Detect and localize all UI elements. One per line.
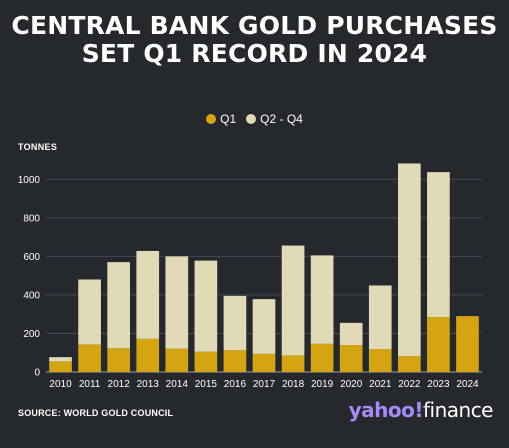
bar-q2q4-2014 [165, 256, 189, 349]
x-tick-label-2018: 2018 [282, 379, 305, 390]
bar-q2q4-2015 [194, 260, 218, 352]
bar-q2q4-2016 [223, 295, 247, 351]
bar-q1-2024 [456, 316, 479, 372]
y-tick-label-1000: 1000 [18, 175, 41, 186]
bar-q1-2017 [252, 353, 276, 372]
legend-label-q2q4: Q2 - Q4 [260, 112, 303, 126]
x-tick-label-2012: 2012 [108, 379, 131, 390]
legend-swatch-q1 [206, 114, 217, 124]
x-tick-label-2021: 2021 [369, 379, 392, 390]
y-tick-label-400: 400 [23, 290, 40, 301]
legend-label-q1: Q1 [220, 112, 237, 126]
x-tick-label-2016: 2016 [224, 379, 247, 390]
legend: Q1 Q2 - Q4 [0, 112, 509, 126]
bar-q1-2020 [339, 345, 363, 372]
x-tick-label-2020: 2020 [340, 379, 363, 390]
logo-part-finance: finance [422, 398, 494, 422]
bar-q2q4-2012 [107, 262, 131, 349]
bar-q2q4-2011 [78, 279, 101, 345]
x-tick-label-2022: 2022 [398, 379, 421, 390]
bar-q1-2013 [136, 338, 160, 372]
x-tick-label-2010: 2010 [49, 379, 72, 390]
source-note: SOURCE: WORLD GOLD COUNCIL [18, 408, 174, 418]
bar-q2q4-2018 [281, 245, 305, 356]
x-tick-label-2019: 2019 [311, 379, 334, 390]
bar-q1-2023 [427, 317, 450, 372]
bar-q1-2010 [49, 361, 72, 372]
bar-q1-2015 [194, 351, 218, 372]
y-tick-label-0: 0 [34, 368, 40, 379]
bar-q1-2016 [223, 350, 247, 372]
x-tick-label-2013: 2013 [137, 379, 160, 390]
yahoo-finance-logo: yahoo!finance [348, 398, 494, 422]
logo-part-yahoo: yahoo! [348, 398, 424, 422]
x-tick-label-2014: 2014 [166, 379, 189, 390]
x-tick-label-2024: 2024 [456, 379, 479, 390]
bar-q1-2018 [281, 355, 305, 372]
bar-q1-2022 [397, 356, 421, 372]
y-axis-unit-label: TONNES [18, 142, 58, 152]
y-tick-label-800: 800 [23, 213, 40, 224]
bar-q2q4-2010 [49, 357, 72, 362]
bar-q1-2021 [368, 349, 392, 372]
bar-q2q4-2013 [136, 250, 160, 339]
y-tick-label-600: 600 [23, 252, 40, 263]
x-tick-label-2017: 2017 [253, 379, 276, 390]
legend-item-q1: Q1 [206, 112, 236, 126]
y-tick-label-200: 200 [23, 329, 40, 340]
chart-title: CENTRAL BANK GOLD PURCHASES SET Q1 RECOR… [11, 11, 498, 68]
bar-q2q4-2020 [339, 322, 363, 346]
bar-q2q4-2021 [368, 285, 392, 350]
bar-q2q4-2023 [427, 172, 450, 318]
bar-q1-2014 [165, 348, 189, 372]
x-tick-label-2023: 2023 [427, 379, 450, 390]
bar-q2q4-2017 [252, 299, 276, 354]
bar-q2q4-2022 [397, 163, 421, 357]
x-tick-label-2011: 2011 [79, 379, 101, 390]
bar-q1-2019 [310, 343, 334, 372]
x-tick-label-2015: 2015 [195, 379, 218, 390]
bar-q2q4-2019 [310, 255, 334, 344]
bar-q1-2012 [107, 348, 131, 372]
legend-swatch-q2q4 [246, 114, 257, 124]
legend-item-q2q4: Q2 - Q4 [246, 112, 303, 126]
bar-q1-2011 [78, 344, 101, 372]
